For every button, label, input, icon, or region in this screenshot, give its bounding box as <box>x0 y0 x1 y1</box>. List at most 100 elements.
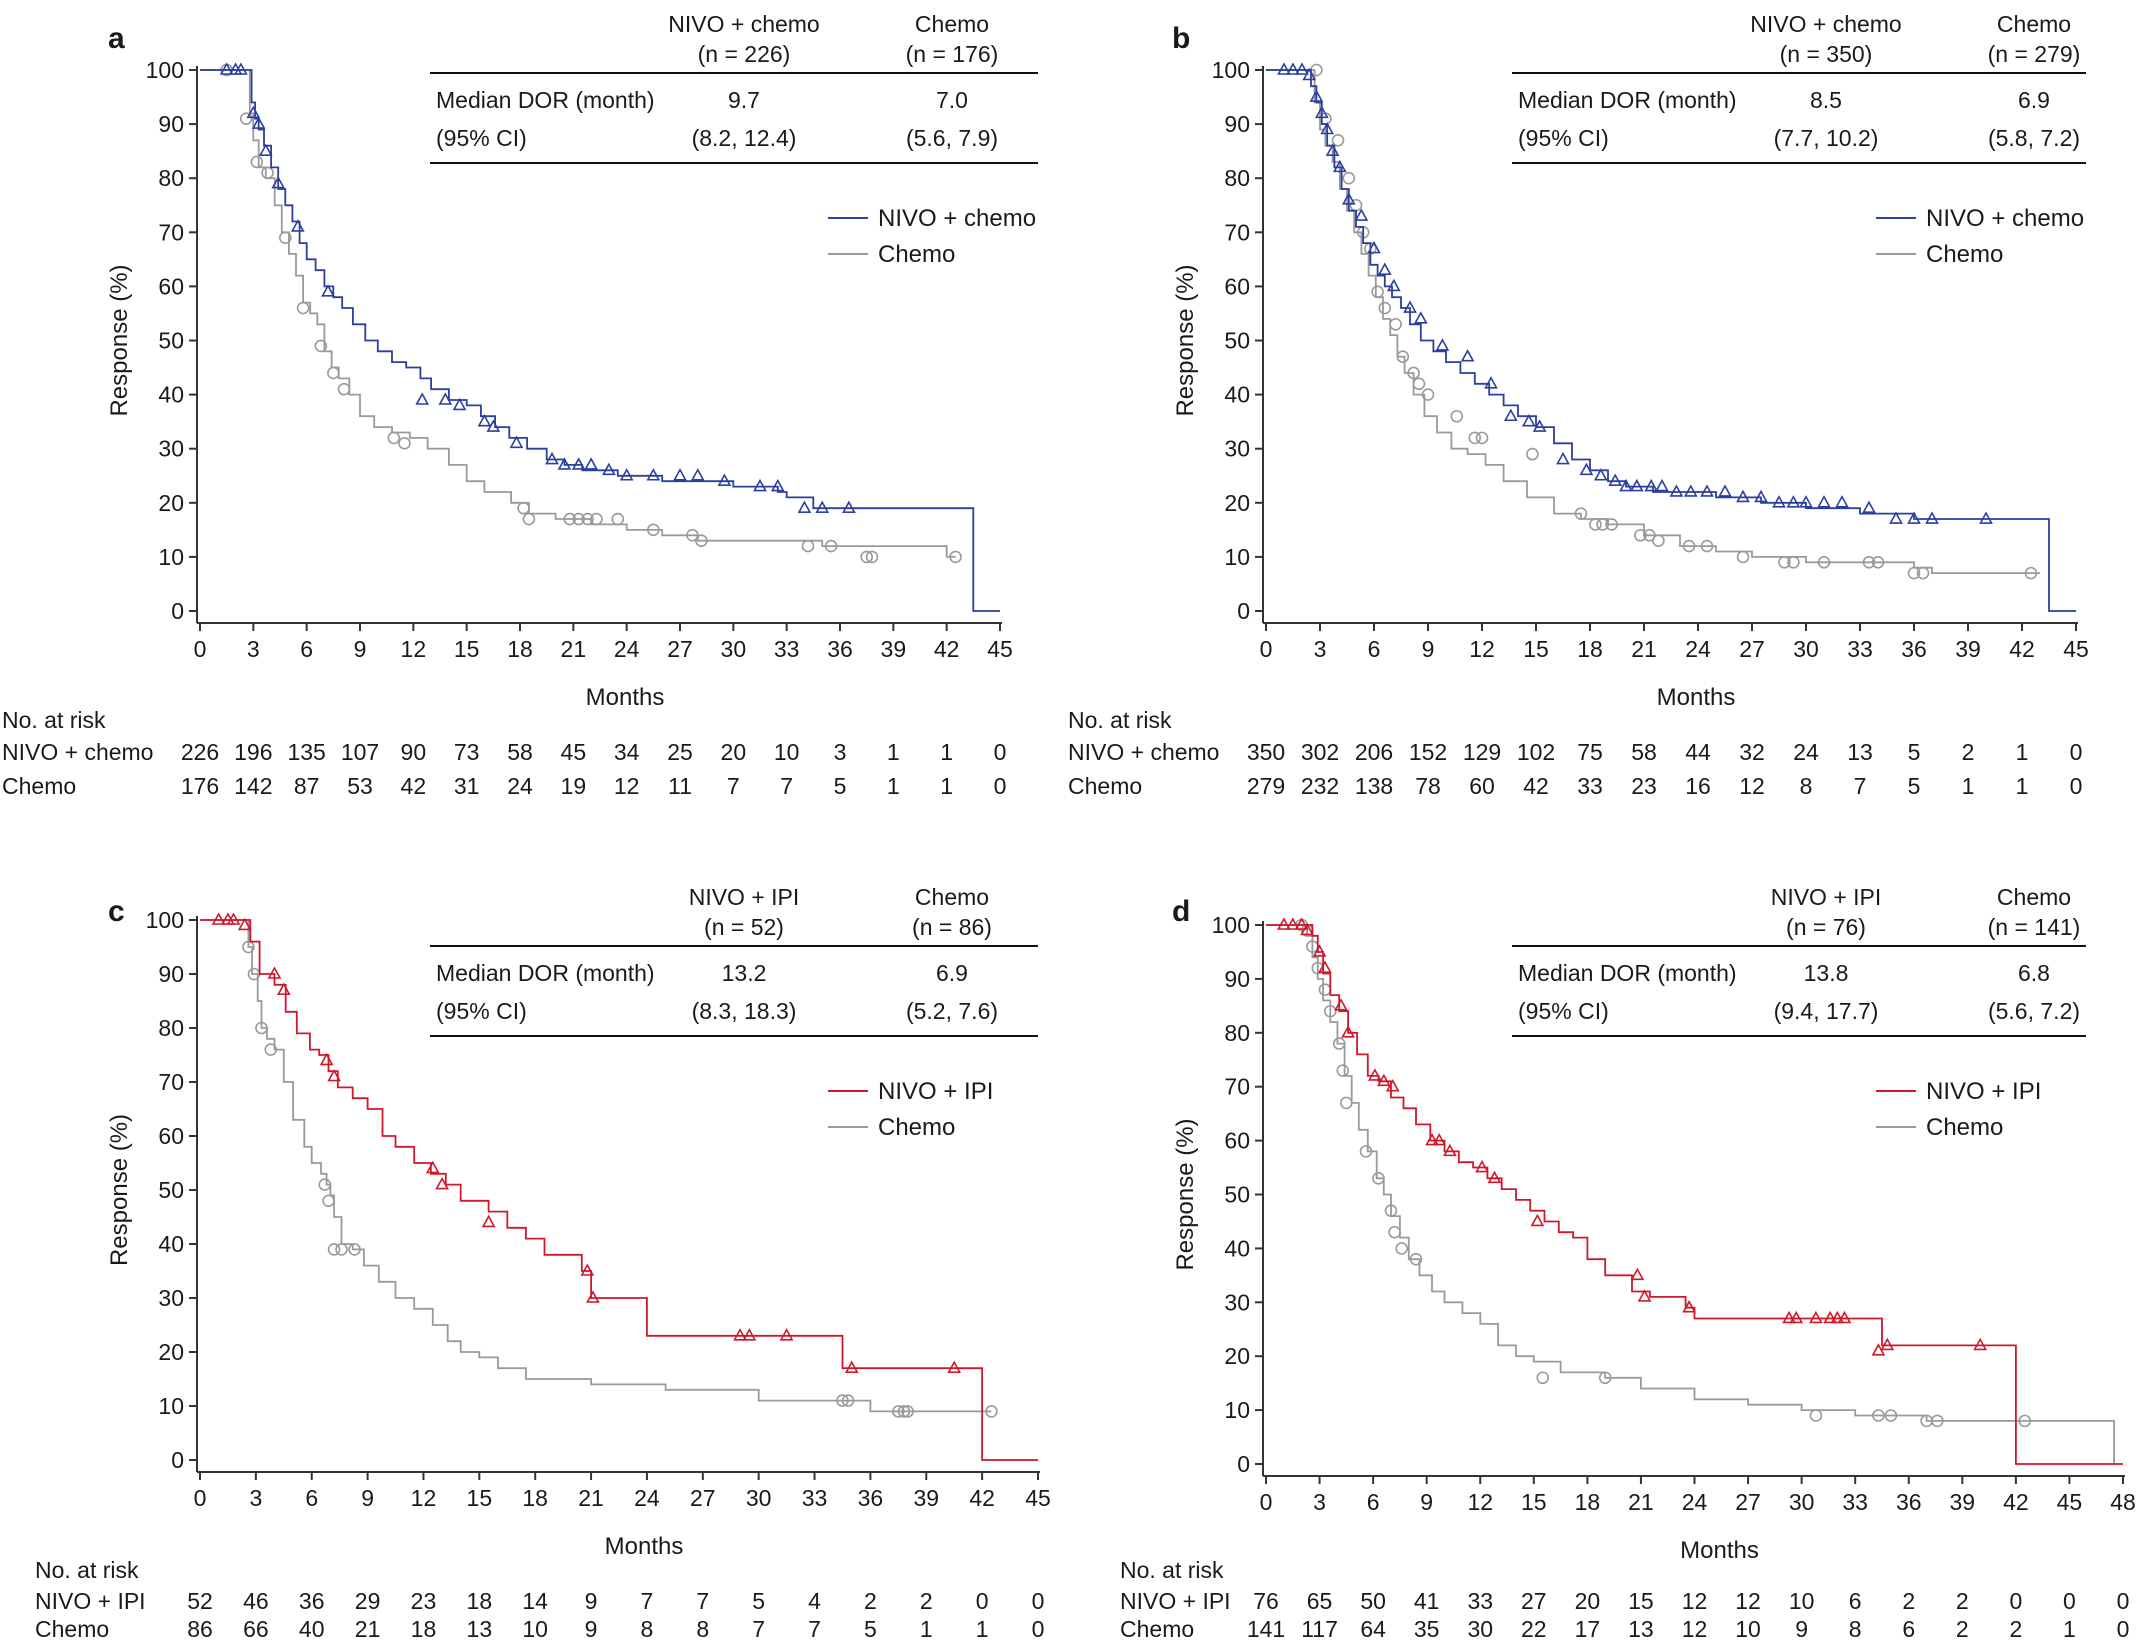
at-risk-value: 23 <box>1631 773 1657 799</box>
y-tick-label: 40 <box>158 382 184 408</box>
censor-marker-circle <box>261 166 274 180</box>
y-tick-label: 30 <box>158 1285 184 1311</box>
x-tick-label: 24 <box>634 1485 660 1511</box>
table-col2-header: Chemo <box>1997 884 2071 910</box>
at-risk-value: 2 <box>864 1588 877 1614</box>
km-curve-chemo <box>1266 924 2115 1464</box>
censor-marker-triangle <box>842 500 856 514</box>
at-risk-value: 21 <box>355 1616 381 1641</box>
censor-marker-circle <box>985 1405 998 1418</box>
at-risk-value: 12 <box>1735 1588 1761 1614</box>
censor-marker-circle <box>322 1194 335 1208</box>
y-tick-label: 100 <box>146 907 184 933</box>
censor-marker-triangle <box>290 219 305 232</box>
x-tick-label: 21 <box>1628 1489 1654 1515</box>
at-risk-value: 65 <box>1307 1588 1333 1614</box>
censor-marker-triangle <box>486 419 501 432</box>
censor-marker-circle <box>279 231 292 245</box>
x-tick-label: 45 <box>2057 1489 2083 1515</box>
x-tick-label: 27 <box>667 636 693 662</box>
y-tick-label: 60 <box>1224 1128 1250 1154</box>
censor-marker-circle <box>611 512 625 526</box>
legend-label: NIVO + chemo <box>1926 205 2084 232</box>
censor-marker-triangle <box>1318 960 1332 973</box>
at-risk-value: 3 <box>834 739 847 765</box>
legend-label: Chemo <box>878 241 955 268</box>
x-tick-label: 39 <box>1950 1489 1976 1515</box>
table-row2-value2: (5.2, 7.6) <box>906 998 998 1024</box>
at-risk-value: 35 <box>1414 1616 1440 1641</box>
y-tick-label: 70 <box>1224 1074 1250 1100</box>
censor-marker-triangle <box>1979 511 1993 524</box>
at-risk-value: 1 <box>2016 739 2029 765</box>
at-risk-value: 0 <box>2009 1588 2022 1614</box>
censor-marker-triangle <box>415 392 430 405</box>
y-tick-label: 90 <box>158 961 184 987</box>
x-tick-label: 18 <box>1577 636 1603 662</box>
legend-label: NIVO + chemo <box>878 205 1036 232</box>
censor-marker-triangle <box>1294 917 1309 930</box>
at-risk-value: 87 <box>294 773 320 799</box>
at-risk-value: 0 <box>994 739 1007 765</box>
table-row2-value2: (5.6, 7.2) <box>1988 998 2080 1024</box>
at-risk-value: 7 <box>1854 773 1867 799</box>
x-tick-label: 36 <box>858 1485 884 1511</box>
censor-marker-circle <box>1359 1145 1373 1158</box>
censor-marker-triangle <box>435 1176 449 1190</box>
table-row2-label: (95% CI) <box>1518 998 1609 1024</box>
x-tick-label: 27 <box>1735 1489 1761 1515</box>
censor-marker-triangle <box>1460 349 1475 362</box>
y-tick-label: 10 <box>158 1393 184 1419</box>
censor-marker-triangle <box>1368 1068 1382 1081</box>
at-risk-value: 232 <box>1301 773 1339 799</box>
y-tick-label: 50 <box>1224 1182 1250 1208</box>
censor-marker-triangle <box>1630 1267 1645 1281</box>
y-axis-title: Response (%) <box>1172 264 1199 416</box>
censor-marker-circle <box>314 339 328 353</box>
censor-marker-circle <box>1736 550 1750 564</box>
at-risk-value: 90 <box>401 739 427 765</box>
censor-marker-circle <box>1372 1172 1385 1185</box>
at-risk-value: 5 <box>1908 773 1921 799</box>
at-risk-value: 129 <box>1463 739 1501 765</box>
censor-marker-triangle <box>1314 105 1329 119</box>
legend-label: Chemo <box>878 1114 955 1141</box>
x-tick-label: 42 <box>934 636 960 662</box>
censor-marker-circle <box>1323 1004 1337 1018</box>
censor-marker-triangle <box>1644 478 1659 492</box>
x-tick-label: 12 <box>411 1485 437 1511</box>
x-tick-label: 24 <box>1685 636 1711 662</box>
censor-marker-triangle <box>1736 489 1750 503</box>
censor-marker-triangle <box>258 143 273 156</box>
censor-marker-triangle <box>1862 500 1876 514</box>
censor-marker-circle <box>1598 1371 1612 1385</box>
censor-marker-circle <box>1468 431 1482 445</box>
at-risk-value: 5 <box>1908 739 1921 765</box>
at-risk-value: 53 <box>347 773 373 799</box>
censor-marker-triangle <box>1295 62 1309 75</box>
at-risk-value: 117 <box>1301 1616 1338 1641</box>
censor-marker-triangle <box>1276 917 1291 930</box>
at-risk-value: 5 <box>864 1616 877 1641</box>
at-risk-value: 4 <box>808 1588 821 1614</box>
censor-marker-triangle <box>1880 1337 1895 1351</box>
x-tick-label: 18 <box>507 636 533 662</box>
table-col2-n: (n = 86) <box>912 914 992 940</box>
censor-marker-triangle <box>1425 1132 1439 1146</box>
at-risk-value: 46 <box>243 1588 269 1614</box>
y-tick-label: 80 <box>1224 1020 1250 1046</box>
censor-marker-circle <box>824 539 838 553</box>
censor-marker-triangle <box>1629 478 1644 492</box>
at-risk-value: 176 <box>181 773 219 799</box>
censor-marker-triangle <box>1830 1310 1845 1324</box>
at-risk-value: 2 <box>1956 1616 1969 1641</box>
at-risk-value: 1 <box>887 739 900 765</box>
at-risk-value: 32 <box>1739 739 1765 765</box>
censor-marker-circle <box>1336 1064 1350 1077</box>
censor-marker-triangle <box>1487 1170 1502 1184</box>
censor-marker-circle <box>242 940 255 954</box>
censor-marker-circle <box>801 539 815 553</box>
censor-marker-triangle <box>438 392 453 405</box>
